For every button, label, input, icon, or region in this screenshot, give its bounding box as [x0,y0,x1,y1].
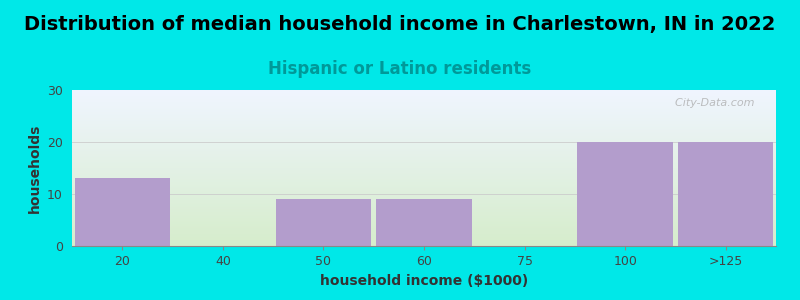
Bar [678,142,774,246]
X-axis label: household income ($1000): household income ($1000) [320,274,528,288]
Bar [74,178,170,246]
Y-axis label: households: households [27,123,42,213]
Text: Distribution of median household income in Charlestown, IN in 2022: Distribution of median household income … [24,15,776,34]
Bar [376,199,472,246]
Bar [578,142,673,246]
Bar [276,199,371,246]
Text: City-Data.com: City-Data.com [668,98,755,108]
Text: Hispanic or Latino residents: Hispanic or Latino residents [268,60,532,78]
